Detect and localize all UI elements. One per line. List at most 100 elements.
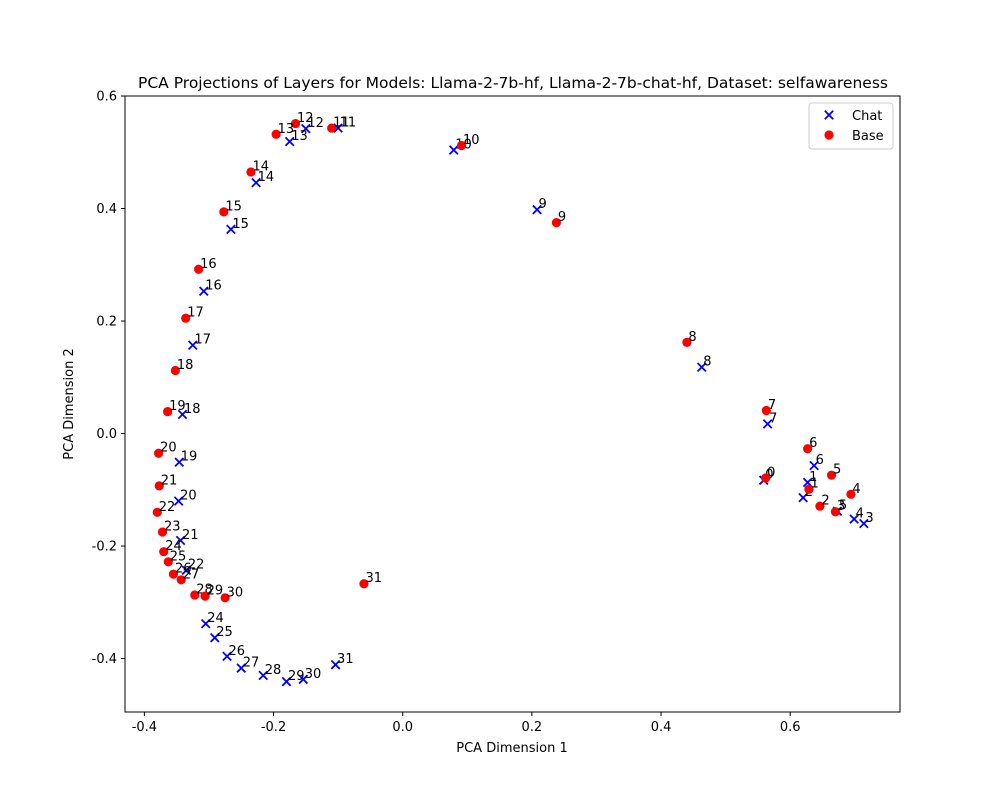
chat-point-label: 4: [856, 507, 864, 522]
legend-base-dot: [824, 130, 834, 140]
base-point-label: 16: [200, 257, 217, 272]
base-point-label: 2: [821, 494, 829, 509]
chat-point-label: 19: [181, 450, 198, 465]
chat-point-label: 7: [769, 411, 777, 426]
base-point: [157, 527, 168, 537]
base-point-label: 20: [160, 441, 177, 456]
x-tick-label: 0.2: [522, 720, 543, 735]
base-point: [163, 406, 173, 417]
chat-point-label: 17: [194, 333, 211, 348]
y-axis-label: PCA Dimension 2: [62, 348, 77, 459]
chat-point: [177, 409, 188, 420]
base-point-label: 15: [225, 199, 242, 214]
chat-point-label: 6: [816, 453, 824, 468]
chat-point: [300, 123, 311, 134]
legend-base-marker: [824, 130, 834, 140]
legend-chat-x: [824, 110, 834, 120]
base-point-label: 5: [833, 463, 841, 478]
chat-point: [187, 340, 198, 351]
chat-point: [798, 492, 808, 503]
base-point-label: 26: [175, 562, 192, 577]
base-point: [246, 167, 256, 177]
base-point: [682, 337, 692, 347]
base-point: [168, 569, 179, 579]
base-point: [220, 593, 230, 603]
chat-point: [281, 676, 292, 687]
chat-point-label: 1: [809, 470, 817, 485]
base-point-label: 18: [177, 358, 194, 373]
base-point: [163, 557, 173, 567]
base-point: [219, 207, 229, 217]
chat-point-label: 0: [765, 468, 773, 483]
chat-point: [448, 145, 459, 155]
legend: Chat Base: [808, 102, 894, 150]
chat-point-label: 22: [188, 558, 205, 573]
base-point-label: 29: [207, 584, 224, 599]
base-point-label: 21: [161, 473, 178, 488]
base-point: [271, 129, 281, 139]
x-tick-label: 0.4: [651, 720, 672, 735]
base-point-label: 25: [170, 549, 187, 564]
chat-point: [858, 518, 869, 529]
chat-point: [251, 177, 261, 188]
base-point: [181, 313, 191, 323]
base-point: [170, 365, 180, 376]
base-point-label: 27: [183, 567, 200, 582]
base-point-label: 31: [365, 571, 382, 586]
plot-marks: 0123456789101112131415161718192021222425…: [152, 111, 874, 687]
x-axis-label: PCA Dimension 1: [456, 741, 567, 756]
chat-point-label: 29: [288, 669, 305, 684]
chat-point-label: 5: [839, 499, 847, 514]
base-point: [154, 481, 164, 491]
y-tick-label: 0.0: [96, 427, 117, 442]
base-point: [815, 501, 825, 511]
base-point-label: 13: [278, 122, 295, 137]
base-point-label: 9: [558, 210, 566, 225]
plot-frame: [124, 95, 901, 713]
chat-point: [762, 419, 773, 429]
y-tick-label: 0.4: [96, 202, 117, 217]
base-point-label: 1: [810, 477, 818, 492]
x-tick-label: -0.2: [261, 720, 286, 735]
base-point: [551, 217, 562, 228]
chat-point: [198, 286, 209, 297]
chat-point-label: 13: [291, 129, 308, 144]
base-point-label: 6: [809, 436, 817, 451]
y-tick-label: -0.2: [92, 540, 117, 555]
x-tick-label: 0.0: [392, 720, 413, 735]
base-point: [761, 473, 771, 483]
chat-point: [333, 123, 343, 133]
chat-point-label: 14: [258, 170, 275, 185]
legend-chat-marker: [824, 110, 834, 120]
chat-point: [330, 659, 341, 670]
chat-point-label: 8: [703, 355, 711, 370]
base-point: [327, 123, 337, 133]
x-tick-label: 0.6: [780, 720, 801, 735]
chat-point: [175, 535, 186, 546]
base-point-label: 14: [252, 159, 269, 174]
chat-point: [284, 136, 295, 147]
base-point: [152, 507, 162, 517]
base-point: [456, 140, 467, 151]
chat-point-label: 9: [539, 197, 547, 212]
base-point-label: 23: [164, 519, 181, 534]
base-point: [159, 547, 169, 557]
base-point-label: 24: [165, 539, 182, 554]
chat-point: [532, 204, 542, 215]
x-axis: -0.4 -0.2 0.0 0.2 0.4 0.6: [132, 712, 801, 735]
base-point: [200, 591, 210, 601]
chat-point-label: 24: [207, 611, 224, 626]
chat-point: [258, 670, 269, 681]
chat-point-label: 27: [243, 656, 260, 671]
base-point-label: 8: [688, 330, 696, 345]
chat-point: [226, 224, 236, 235]
base-point: [830, 507, 841, 517]
base-point-label: 3: [837, 499, 845, 514]
chat-point: [173, 496, 184, 506]
base-point-label: 19: [169, 399, 186, 414]
chat-point: [849, 514, 859, 524]
base-point-label: 4: [852, 482, 860, 497]
chat-point-label: 11: [340, 116, 357, 131]
base-point: [761, 405, 771, 416]
chat-point-label: 12: [307, 116, 324, 131]
